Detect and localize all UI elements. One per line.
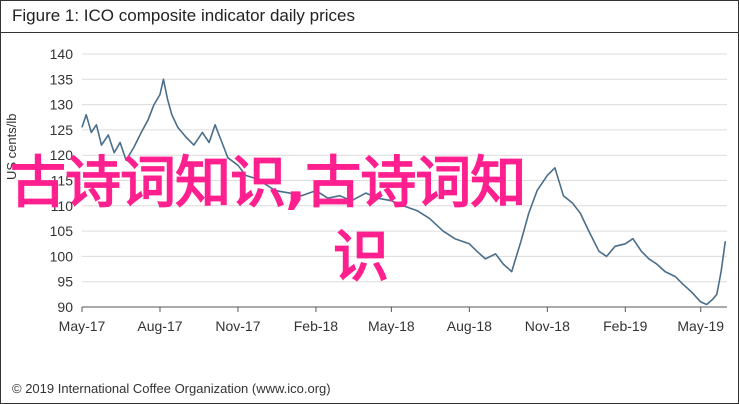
x-tick-label: May-19 xyxy=(677,318,724,334)
y-tick-label: 110 xyxy=(51,198,74,214)
series-line-0 xyxy=(81,78,727,306)
line-chart: 90 95 100 105 110 115 120 125 130 135 140 May-17 Au… xyxy=(50,46,727,334)
copyright-note: © 2019 International Coffee Organization… xyxy=(12,381,331,396)
y-tick-label: 90 xyxy=(57,299,73,315)
y-tick-label: 100 xyxy=(50,248,74,264)
x-tick-label: May-17 xyxy=(59,318,106,334)
chart-title: Figure 1: ICO composite indicator daily … xyxy=(12,6,355,25)
y-tick-label: 105 xyxy=(50,223,74,239)
x-tick-label: Nov-18 xyxy=(525,318,570,334)
x-tick-label: Aug-18 xyxy=(447,318,492,334)
x-tick-label: Aug-17 xyxy=(137,318,182,334)
y-tick-label: 125 xyxy=(50,122,74,138)
x-tick-label: Nov-17 xyxy=(215,318,260,334)
y-tick-label: 140 xyxy=(50,46,74,62)
title-divider xyxy=(0,32,739,33)
y-tick-label: 115 xyxy=(51,173,74,189)
y-tick-label: 135 xyxy=(50,71,74,87)
x-tick-label: Feb-18 xyxy=(294,318,339,334)
y-tick-labels: 90 95 100 105 110 115 120 125 130 135 140 xyxy=(50,46,74,315)
y-tick-label: 95 xyxy=(57,274,73,290)
x-tick-label: Feb-19 xyxy=(603,318,648,334)
y-tick-label: 130 xyxy=(50,97,74,113)
grid-lines xyxy=(82,53,727,308)
series-lines xyxy=(81,78,727,306)
y-tick-label: 120 xyxy=(50,147,74,163)
x-tick-labels: May-17 Aug-17 Nov-17 Feb-18 May-18 Aug-18 Nov-… xyxy=(59,307,724,334)
x-tick-label: May-18 xyxy=(368,318,415,334)
